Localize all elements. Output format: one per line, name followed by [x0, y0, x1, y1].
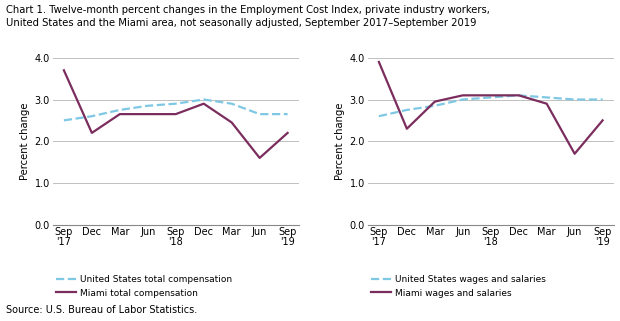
Text: Source: U.S. Bureau of Labor Statistics.: Source: U.S. Bureau of Labor Statistics. — [6, 305, 197, 315]
United States total compensation — [144, 104, 151, 108]
United States wages and salaries — [571, 98, 578, 101]
United States total compensation — [88, 114, 95, 118]
Text: United States and the Miami area, not seasonally adjusted, September 2017–Septem: United States and the Miami area, not se… — [6, 18, 477, 28]
Miami wages and salaries — [515, 93, 523, 97]
Legend: United States total compensation, Miami total compensation: United States total compensation, Miami … — [53, 272, 236, 301]
United States total compensation — [60, 118, 68, 122]
Miami total compensation — [88, 131, 95, 135]
Text: Chart 1. Twelve-month percent changes in the Employment Cost Index, private indu: Chart 1. Twelve-month percent changes in… — [6, 5, 490, 15]
Miami total compensation — [116, 112, 123, 116]
Line: Miami wages and salaries: Miami wages and salaries — [379, 62, 603, 154]
Line: United States total compensation: United States total compensation — [64, 100, 288, 120]
Miami total compensation — [228, 121, 236, 125]
Y-axis label: Percent change: Percent change — [335, 102, 345, 180]
Miami wages and salaries — [571, 152, 578, 156]
United States total compensation — [256, 112, 264, 116]
Line: Miami total compensation: Miami total compensation — [64, 70, 288, 158]
United States total compensation — [200, 98, 208, 101]
United States wages and salaries — [459, 98, 466, 101]
United States total compensation — [116, 108, 123, 112]
Miami total compensation — [144, 112, 151, 116]
Miami total compensation — [172, 112, 179, 116]
Miami total compensation — [284, 131, 291, 135]
Miami total compensation — [256, 156, 264, 160]
Legend: United States wages and salaries, Miami wages and salaries: United States wages and salaries, Miami … — [368, 272, 549, 301]
United States total compensation — [172, 102, 179, 106]
United States total compensation — [228, 102, 236, 106]
Miami wages and salaries — [487, 93, 495, 97]
Miami total compensation — [200, 102, 208, 106]
Miami wages and salaries — [599, 118, 606, 122]
Miami wages and salaries — [459, 93, 466, 97]
United States wages and salaries — [599, 98, 606, 101]
United States wages and salaries — [515, 93, 523, 97]
Y-axis label: Percent change: Percent change — [20, 102, 30, 180]
Miami wages and salaries — [431, 100, 438, 104]
United States wages and salaries — [403, 108, 410, 112]
United States wages and salaries — [543, 96, 551, 100]
Line: United States wages and salaries: United States wages and salaries — [379, 95, 603, 116]
United States total compensation — [284, 112, 291, 116]
Miami total compensation — [60, 68, 68, 72]
Miami wages and salaries — [403, 127, 410, 131]
United States wages and salaries — [375, 114, 383, 118]
United States wages and salaries — [431, 104, 438, 108]
Miami wages and salaries — [375, 60, 383, 64]
United States wages and salaries — [487, 96, 495, 100]
Miami wages and salaries — [543, 102, 551, 106]
